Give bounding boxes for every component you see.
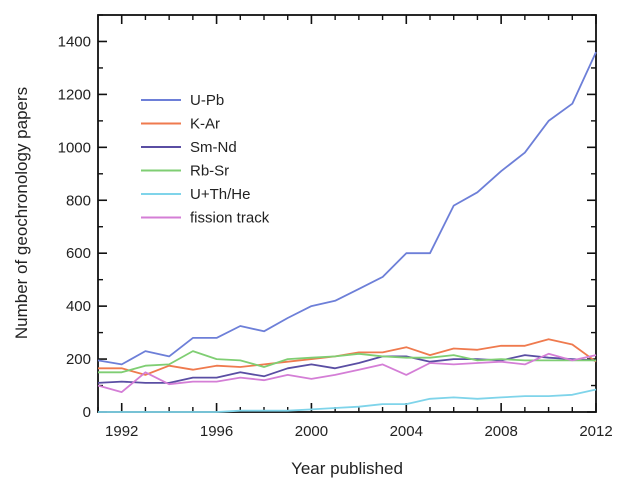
y-tick-label: 1400 [58,33,91,50]
x-tick-label: 1996 [200,423,233,440]
y-tick-label: 1000 [58,139,91,156]
x-tick-label: 1992 [105,423,138,440]
series-line-fission-track [97,352,597,394]
y-tick-label: 600 [66,245,91,262]
series-lines [97,51,597,413]
plot-frame [97,14,597,413]
y-tick-label: 800 [66,192,91,209]
series-line-rb-sr [98,350,596,374]
legend-label-u-th-he: U+Th/He [190,186,250,203]
x-tick-label: 2008 [484,423,517,440]
y-axis-title: Number of geochronology papers [12,87,31,339]
y-tick-label: 1200 [58,86,91,103]
x-axis-title: Year published [291,459,403,478]
plot-area [97,14,597,413]
legend-label-k-ar: K-Ar [190,116,220,133]
series-line-u-th-he [98,388,597,413]
legend: U-Pb K-Ar Sm-Nd Rb-Sr U+Th/He fission track [141,92,270,227]
legend-label-fission-track: fission track [190,210,270,227]
x-tick-label: 2012 [579,423,612,440]
series-line-k-ar [98,338,597,376]
legend-label-sm-nd: Sm-Nd [190,139,237,156]
y-tick-label: 400 [66,298,91,315]
legend-label-u-pb: U-Pb [190,92,224,109]
y-tick-label: 0 [83,404,91,421]
x-tick-label: 2000 [295,423,328,440]
series-line-u-pb [97,51,597,366]
y-tick-label: 200 [66,351,91,368]
x-tick-label: 2004 [390,423,423,440]
series-line-sm-nd [97,354,597,384]
axis-ticks: 1992 1996 2000 2004 2008 2012 0 200 400 600 800 100… [58,14,613,440]
legend-label-rb-sr: Rb-Sr [190,163,229,180]
